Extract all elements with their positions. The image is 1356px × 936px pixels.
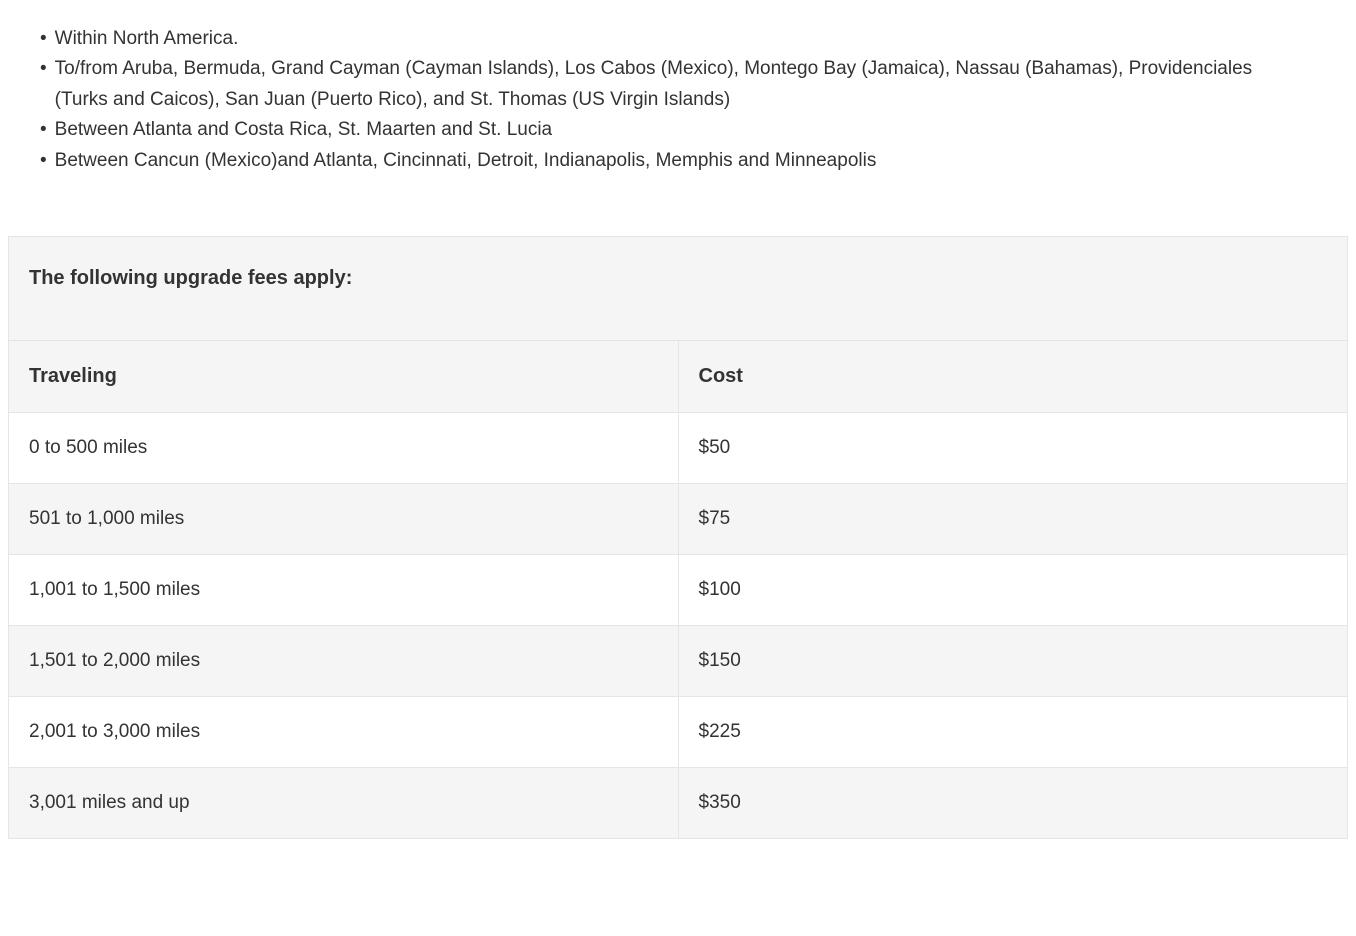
route-eligibility-list: Within North America. To/from Aruba, Ber…	[8, 24, 1348, 176]
cell-cost: $75	[678, 483, 1347, 554]
bullet-text: Between Cancun (Mexico)and Atlanta, Cinc…	[55, 146, 877, 176]
column-header-traveling: Traveling	[9, 341, 678, 413]
bullet-item: To/from Aruba, Bermuda, Grand Cayman (Ca…	[40, 54, 1308, 115]
cell-traveling: 501 to 1,000 miles	[9, 483, 678, 554]
cell-traveling: 1,001 to 1,500 miles	[9, 554, 678, 625]
cell-cost: $100	[678, 554, 1347, 625]
table-title-row: The following upgrade fees apply:	[9, 237, 1347, 341]
table-row: 1,501 to 2,000 miles $150	[9, 625, 1347, 696]
cell-cost: $150	[678, 625, 1347, 696]
bullet-item: Within North America.	[40, 24, 1308, 54]
cell-cost: $50	[678, 412, 1347, 483]
bullet-text: Between Atlanta and Costa Rica, St. Maar…	[55, 115, 552, 145]
upgrade-fees-table: Traveling Cost 0 to 500 miles $50 501 to…	[9, 341, 1347, 839]
table-title: The following upgrade fees apply:	[29, 267, 1327, 290]
cell-cost: $225	[678, 696, 1347, 767]
bullet-item: Between Cancun (Mexico)and Atlanta, Cinc…	[40, 146, 1308, 176]
cell-traveling: 2,001 to 3,000 miles	[9, 696, 678, 767]
bullet-item: Between Atlanta and Costa Rica, St. Maar…	[40, 115, 1308, 145]
table-row: 3,001 miles and up $350	[9, 767, 1347, 838]
table-row: 0 to 500 miles $50	[9, 412, 1347, 483]
bullet-text: To/from Aruba, Bermuda, Grand Cayman (Ca…	[55, 54, 1308, 115]
cell-traveling: 1,501 to 2,000 miles	[9, 625, 678, 696]
bullet-text: Within North America.	[55, 24, 239, 54]
table-row: 501 to 1,000 miles $75	[9, 483, 1347, 554]
table-row: 2,001 to 3,000 miles $225	[9, 696, 1347, 767]
cell-traveling: 0 to 500 miles	[9, 412, 678, 483]
table-row: 1,001 to 1,500 miles $100	[9, 554, 1347, 625]
table-header-row: Traveling Cost	[9, 341, 1347, 413]
cell-traveling: 3,001 miles and up	[9, 767, 678, 838]
column-header-cost: Cost	[678, 341, 1347, 413]
cell-cost: $350	[678, 767, 1347, 838]
upgrade-fees-table-container: The following upgrade fees apply: Travel…	[8, 236, 1348, 839]
